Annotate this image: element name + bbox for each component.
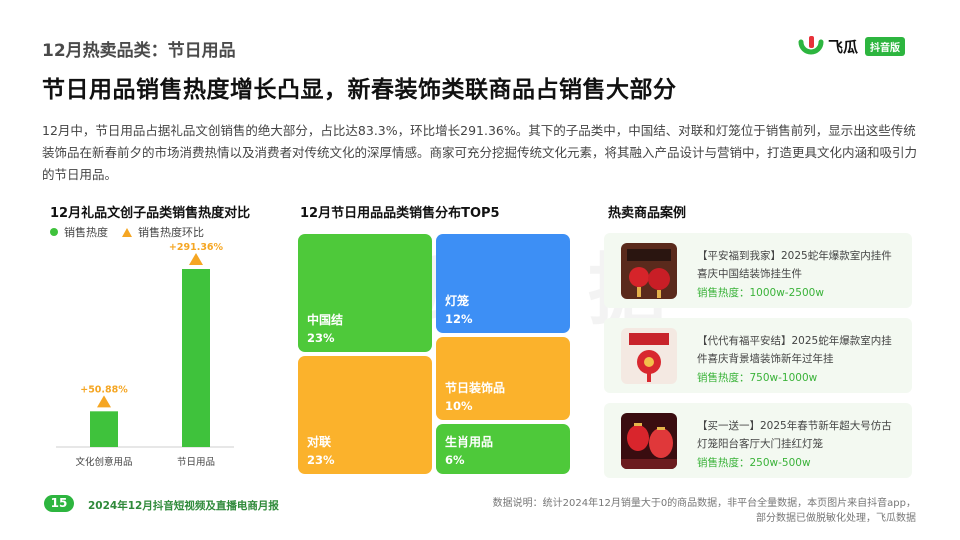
bar	[90, 411, 118, 447]
brand-logo: 飞瓜 抖音版	[798, 34, 906, 58]
treemap-tile: 节日装饰品 10%	[436, 337, 570, 421]
product-heat: 销售热度：250w-500w	[697, 457, 811, 469]
product-title: 【买一送一】2025年春节新年超大号仿古灯笼阳台客厅大门挂红灯笼	[697, 420, 892, 450]
product-thumbnail	[621, 328, 677, 384]
legend-label-heat: 销售热度	[64, 226, 108, 239]
tile-label: 生肖用品	[445, 434, 494, 449]
logo-badge: 抖音版	[865, 36, 906, 56]
product-thumbnail	[621, 243, 677, 299]
intro-paragraph: 12月中，节日用品占据礼品文创销售的绝大部分，占比达83.3%，环比增长291.…	[42, 123, 918, 182]
legend-dot-icon	[50, 228, 58, 236]
treemap-tile: 灯笼 12%	[436, 234, 570, 334]
legend-triangle-icon	[122, 227, 132, 237]
bar	[182, 269, 210, 447]
product-thumbnail	[621, 413, 677, 469]
tile-value: 12%	[445, 312, 473, 327]
tile-label: 节日装饰品	[445, 381, 506, 396]
tick-label: 文化创意用品	[75, 456, 132, 468]
bar-chart: +50.88% 文化创意用品 +291.36% 节日用品	[56, 242, 234, 468]
tile-label: 灯笼	[445, 294, 470, 309]
feigua-logo-icon	[798, 36, 824, 55]
tile-value: 23%	[307, 331, 335, 345]
tick-label: 节日用品	[177, 457, 215, 468]
tile-value: 23%	[307, 453, 335, 467]
page-headline: 节日用品销售热度增长凸显，新春装饰类联商品占销售大部分	[42, 77, 677, 103]
tile-value: 6%	[445, 452, 465, 467]
data-footnote: 数据说明：统计2024年12月销量大于0的商品数据，非平台全量数据，本页图片来自…	[486, 496, 916, 526]
treemap-tile: 生肖用品 6%	[436, 424, 570, 474]
product-card[interactable]: 【买一送一】2025年春节新年超大号仿古灯笼阳台客厅大门挂红灯笼 销售热度：25…	[604, 403, 912, 478]
tile-label: 对联	[307, 435, 332, 449]
product-card[interactable]: 【平安福到我家】2025蛇年爆款室内挂件喜庆中国结装饰挂生件 销售热度：1000…	[604, 233, 912, 308]
section-title: 12月热卖品类：节日用品	[42, 41, 236, 61]
legend-item-mom: 销售热度环比	[122, 224, 204, 240]
data-label: +50.88%	[80, 384, 128, 395]
cases-title: 热卖商品案例	[608, 206, 687, 221]
page-number: 15	[44, 495, 74, 512]
report-name: 2024年12月抖音短视频及直播电商月报	[88, 500, 279, 512]
footnote-line: 部分数据已做脱敏化处理，飞瓜数据	[756, 513, 916, 524]
treemap-tile: 中国结 23%	[298, 234, 432, 352]
footnote-line: 数据说明：统计2024年12月销量大于0的商品数据，非平台全量数据，本页图片来自…	[492, 498, 916, 509]
data-label: +291.36%	[169, 242, 224, 253]
legend-item-heat: 销售热度	[50, 224, 108, 240]
product-title: 【平安福到我家】2025蛇年爆款室内挂件喜庆中国结装饰挂生件	[697, 250, 892, 280]
product-title: 【代代有福平安结】2025蛇年爆款室内挂件喜庆背景墙装饰新年过年挂	[697, 335, 892, 365]
product-card[interactable]: 【代代有福平安结】2025蛇年爆款室内挂件喜庆背景墙装饰新年过年挂 销售热度：7…	[604, 318, 912, 393]
mom-marker	[97, 395, 111, 408]
bar-chart-title: 12月礼品文创子品类销售热度对比	[50, 206, 251, 221]
logo-text: 飞瓜	[828, 37, 859, 56]
product-heat: 销售热度：1000w-2500w	[697, 287, 824, 299]
mom-marker	[189, 253, 203, 265]
product-heat: 销售热度：750w-1000w	[697, 372, 818, 384]
tile-value: 10%	[445, 399, 473, 414]
treemap-title: 12月节日用品品类销售分布TOP5	[300, 206, 500, 221]
bar-chart-legend: 销售热度 销售热度环比	[50, 224, 204, 240]
legend-label-mom: 销售热度环比	[138, 226, 204, 239]
treemap-tile: 对联 23%	[298, 356, 432, 474]
tile-label: 中国结	[307, 313, 344, 327]
